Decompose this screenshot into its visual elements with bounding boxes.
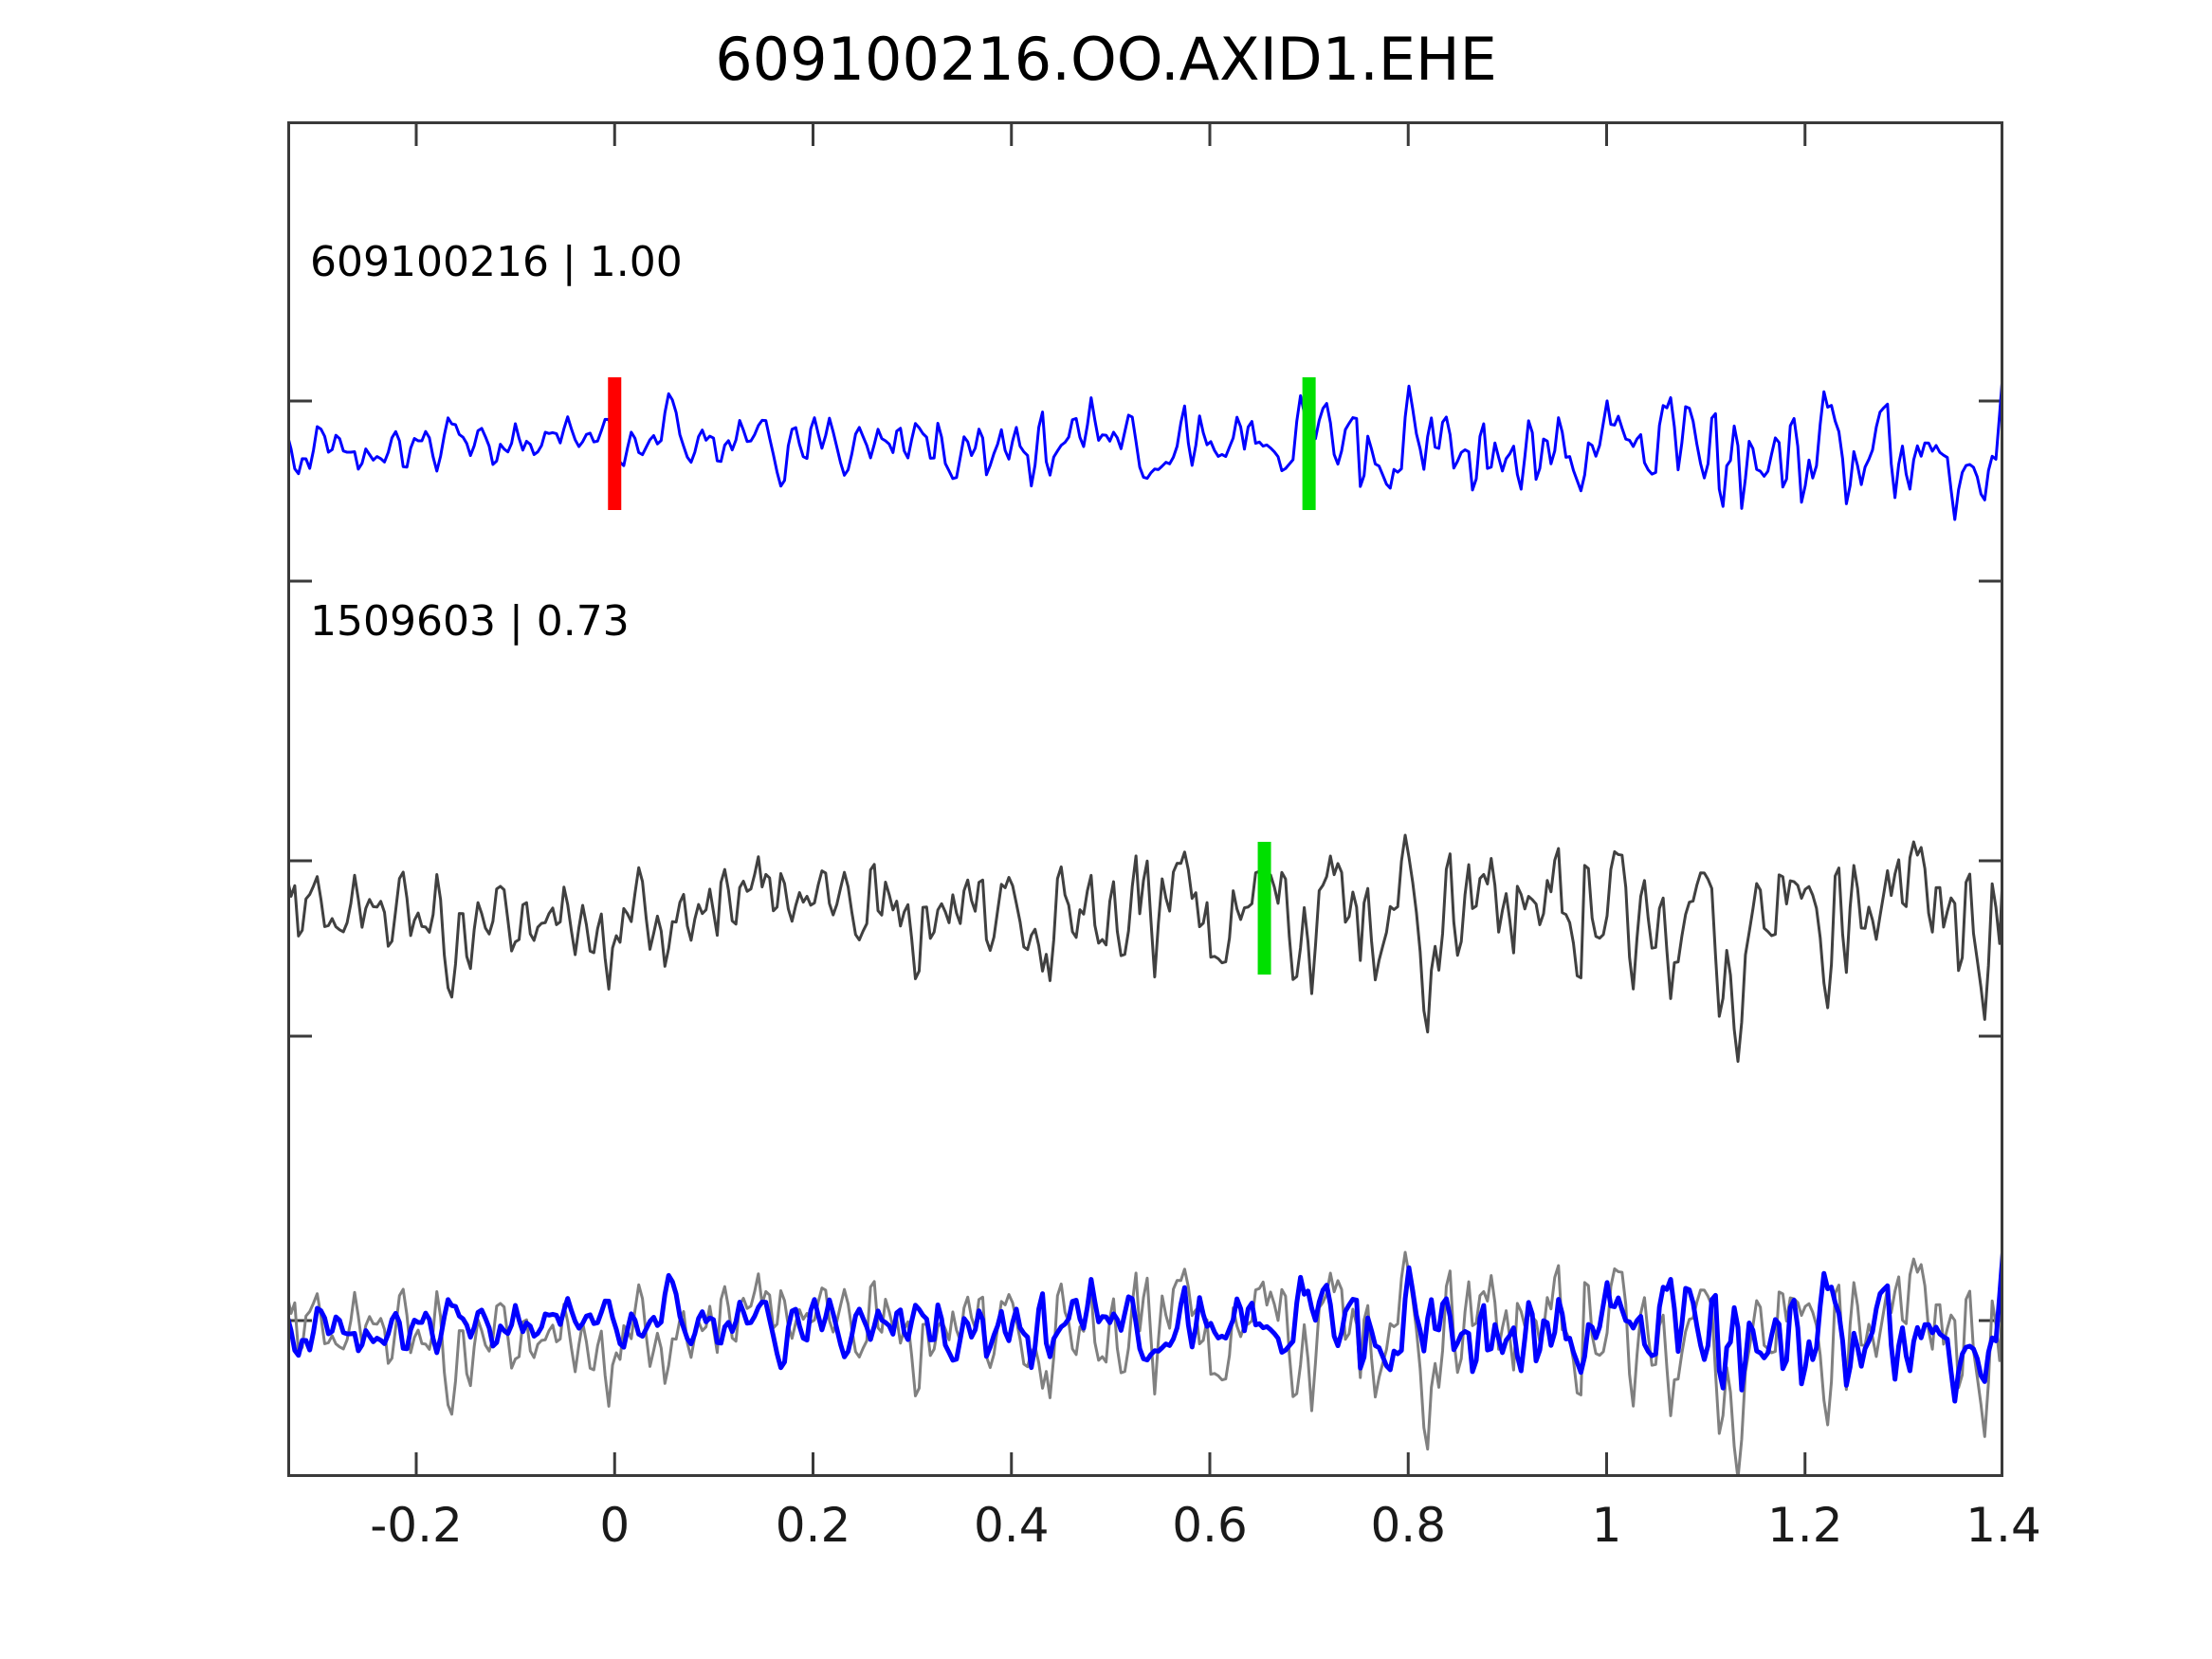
pick-markers-group	[608, 377, 1316, 975]
x-tick-label: 0.6	[1172, 1498, 1248, 1553]
x-tick-label: 1	[1591, 1498, 1622, 1553]
x-tick-label: 0.2	[775, 1498, 851, 1553]
page-title: 609100216.OO.AXID1.EHE	[715, 25, 1497, 94]
waveform-path-overlay-template	[287, 1246, 2003, 1404]
pick-marker-red[interactable]	[608, 377, 622, 510]
waveform-path-detection-trace	[287, 833, 2003, 1064]
x-tick-label: 0	[599, 1498, 631, 1553]
axis-ticks-group	[287, 121, 2003, 1477]
trace-label-detection: 1509603 | 0.73	[310, 597, 630, 646]
x-tick-label: 0.8	[1370, 1498, 1447, 1553]
x-tick-label: -0.2	[370, 1498, 463, 1553]
waveform-path-overlay-detection	[287, 1250, 2003, 1477]
pick-marker-green[interactable]	[1257, 842, 1271, 975]
waveform-canvas	[287, 121, 2003, 1477]
plot-area[interactable]: 609100216 | 1.00 1509603 | 0.73	[287, 121, 2003, 1477]
x-tick-label: 1.2	[1766, 1498, 1843, 1553]
x-tick-label: 0.4	[973, 1498, 1050, 1553]
waveform-traces-group	[287, 364, 2003, 1477]
trace-label-template: 609100216 | 1.00	[310, 238, 683, 286]
pick-marker-green[interactable]	[1302, 377, 1316, 510]
waveform-path-template-trace	[287, 364, 2003, 521]
x-tick-label: 1.4	[1965, 1498, 2041, 1553]
